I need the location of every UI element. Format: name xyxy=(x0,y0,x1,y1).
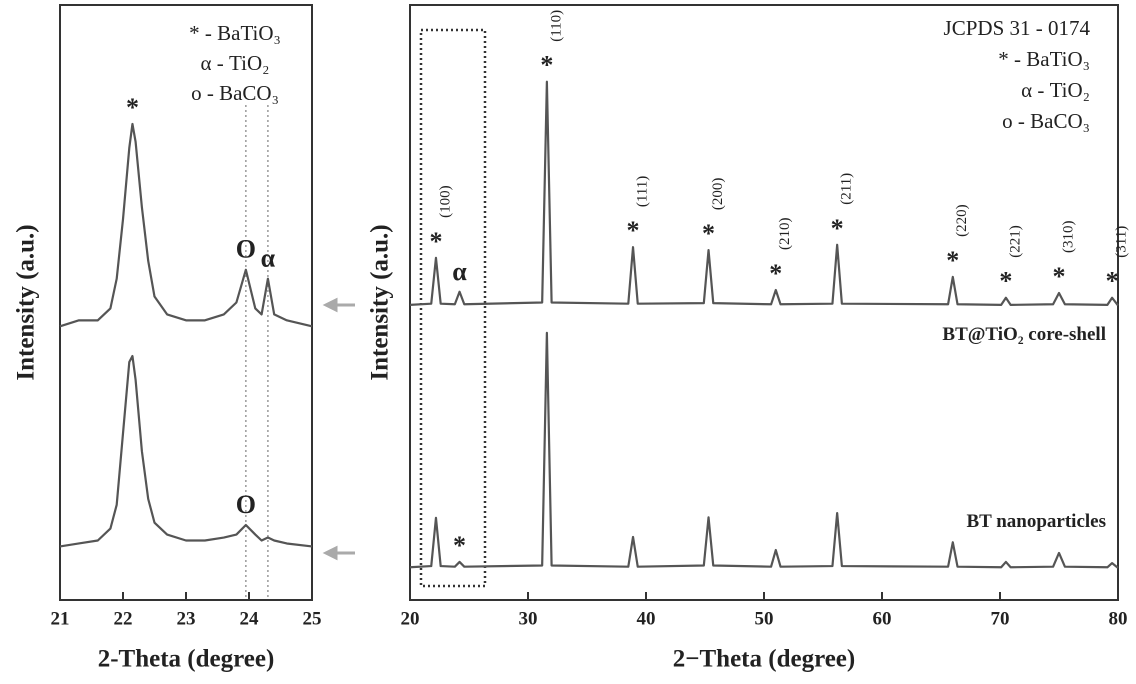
x-tick-label: 20 xyxy=(401,608,420,629)
peak-annotation: * xyxy=(831,214,844,243)
peak-annotation: * xyxy=(946,246,959,275)
x-tick-label: 24 xyxy=(240,608,260,629)
peak-annotation: O xyxy=(236,490,256,519)
peak-annotation: * xyxy=(1106,267,1119,296)
legend-note: o - BaCO₃ xyxy=(1002,109,1090,133)
x-tick-label: 40 xyxy=(637,608,656,629)
miller-index: (310) xyxy=(1060,220,1076,253)
x-tick-label: 30 xyxy=(519,608,538,629)
miller-index: (221) xyxy=(1007,225,1023,258)
peak-annotation: * xyxy=(627,216,640,245)
x-tick-label: 50 xyxy=(755,608,774,629)
miller-index: (220) xyxy=(954,204,970,237)
miller-index: (311) xyxy=(1114,226,1130,258)
x-tick-label: 23 xyxy=(177,608,196,629)
peak-annotation: * xyxy=(769,259,782,288)
peak-annotation: * xyxy=(453,531,466,560)
peak-annotation: * xyxy=(702,219,715,248)
peak-annotation: O xyxy=(236,235,256,264)
legend-note: α - TiO₂ xyxy=(1021,78,1090,102)
x-tick-label: 60 xyxy=(873,608,892,629)
xrd-line xyxy=(409,331,1119,569)
legend-note: * - BaTiO₃ xyxy=(998,47,1090,71)
x-tick-label: 22 xyxy=(114,608,133,629)
legend-note: α - TiO₂ xyxy=(201,51,270,75)
legend-note: o - BaCO₃ xyxy=(191,81,279,105)
series-label: BT@TiO₂ core-shell xyxy=(942,324,1106,345)
miller-index: (111) xyxy=(634,176,650,207)
miller-index: (211) xyxy=(839,173,855,205)
miller-index: (200) xyxy=(710,178,726,211)
peak-annotation: * xyxy=(429,227,442,256)
legend-note: JCPDS 31 - 0174 xyxy=(944,16,1091,40)
x-axis-label: 2−Theta (degree) xyxy=(673,646,855,673)
miller-index: (100) xyxy=(437,185,453,218)
x-tick-label: 25 xyxy=(303,608,322,629)
peak-annotation: * xyxy=(126,93,139,122)
xrd-line xyxy=(409,80,1119,307)
zoom-box xyxy=(419,28,487,588)
x-axis-label: 2-Theta (degree) xyxy=(98,646,275,673)
legend-note: * - BaTiO₃ xyxy=(189,21,281,45)
peak-annotation: * xyxy=(1053,262,1066,291)
x-tick-label: 80 xyxy=(1109,608,1128,629)
miller-index: (210) xyxy=(777,218,793,251)
peak-annotation: α xyxy=(452,257,467,286)
peak-annotation: * xyxy=(999,267,1012,296)
x-tick-label: 70 xyxy=(991,608,1010,629)
miller-index: (110) xyxy=(548,10,564,42)
y-axis-label: Intensity (a.u.) xyxy=(13,224,40,380)
arrows xyxy=(322,297,355,561)
peak-annotation: α xyxy=(261,244,276,273)
series-label: BT nanoparticles xyxy=(966,511,1106,532)
xrd-line xyxy=(59,354,313,548)
peak-annotation: * xyxy=(540,51,553,80)
x-tick-label: 21 xyxy=(51,608,70,629)
xrd-line xyxy=(59,122,313,328)
y-axis-label: Intensity (a.u.) xyxy=(367,224,394,380)
